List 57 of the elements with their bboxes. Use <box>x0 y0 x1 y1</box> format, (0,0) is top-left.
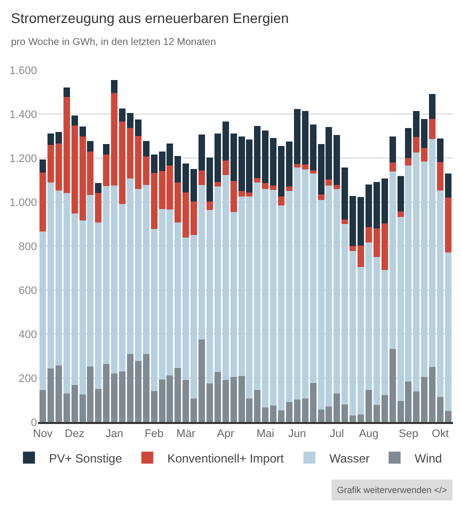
y-tick-label: 400 <box>18 328 37 341</box>
bar <box>310 170 316 174</box>
x-tick-label: Mai <box>256 428 274 440</box>
bar <box>79 126 86 137</box>
bar <box>111 80 118 93</box>
y-tick-label: 600 <box>18 284 37 297</box>
x-tick-label: Dez <box>64 428 84 440</box>
bar <box>254 178 261 182</box>
bar <box>444 197 452 253</box>
y-tick-label: 1.600 <box>9 64 37 77</box>
bar <box>40 159 46 172</box>
y-tick-label: 1.200 <box>9 152 37 165</box>
bar <box>389 136 396 162</box>
x-tick-label: Nov <box>32 428 54 440</box>
bar <box>429 119 436 139</box>
text: Grafik weiterverwenden </> <box>337 485 448 495</box>
bar <box>87 140 94 152</box>
x-tick-label: Okt <box>432 428 449 440</box>
x-tick-label: Jun <box>288 428 306 440</box>
bar <box>286 186 292 191</box>
bar <box>278 196 285 206</box>
bar <box>63 87 70 98</box>
legend-label: Wasser <box>329 451 370 466</box>
bar <box>437 138 444 162</box>
x-tick-label: Jan <box>105 428 124 440</box>
x-tick-label: Aug <box>358 428 379 440</box>
chart-title: Stromerzeugung aus erneuerbaren Energien <box>11 10 289 26</box>
bar <box>397 176 404 212</box>
y-tick-label: 800 <box>18 240 37 253</box>
y-tick-label: 1.400 <box>9 108 37 121</box>
bar <box>95 182 102 194</box>
x-tick-label: Feb <box>144 428 164 440</box>
bar <box>71 116 78 126</box>
y-tick-label: 200 <box>18 372 37 385</box>
bar <box>397 211 404 218</box>
legend-label: Wind <box>414 451 442 466</box>
legend-label: Konventionell+ Import <box>167 451 284 466</box>
x-tick-label: Jul <box>330 428 344 440</box>
bar <box>103 144 110 155</box>
legend-label: PV+ Sonstige <box>48 451 122 466</box>
x-tick-label: Mär <box>176 428 196 440</box>
bar <box>198 170 206 186</box>
bar <box>429 94 436 120</box>
chart-subtitle: pro Woche in GWh, in den letzten 12 Monaten <box>11 37 216 48</box>
y-tick-label: 0 <box>30 416 37 429</box>
bar <box>342 219 348 224</box>
y-tick-label: 1.000 <box>9 196 37 209</box>
bar <box>206 201 213 210</box>
x-tick-label: Sep <box>398 428 418 440</box>
x-tick-label: Apr <box>217 428 235 440</box>
bar <box>318 194 324 200</box>
bar <box>405 158 412 166</box>
bar <box>437 162 444 190</box>
bar <box>214 182 221 187</box>
bar <box>389 162 396 172</box>
bar <box>222 160 229 175</box>
bar <box>444 174 452 198</box>
